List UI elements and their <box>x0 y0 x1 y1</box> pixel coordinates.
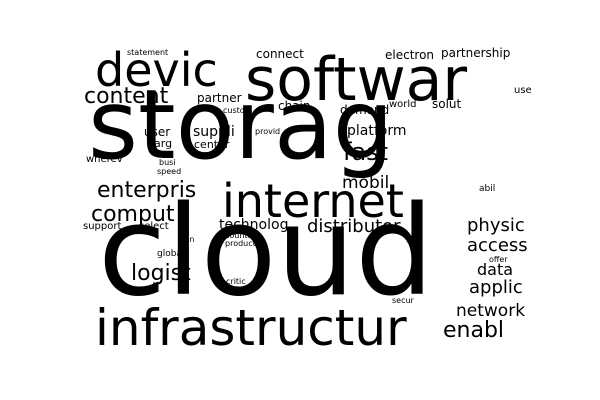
word-network: network <box>456 301 526 321</box>
word-data: data <box>477 260 514 279</box>
word-fast: fast <box>343 138 389 166</box>
word-platform: platform <box>347 123 407 139</box>
word-devic: devic <box>95 43 218 97</box>
word-cloud: cloud <box>98 180 434 324</box>
word-larg: larg <box>151 137 173 150</box>
word-statement: statement <box>127 48 169 57</box>
word-distributor: distributor <box>307 216 401 237</box>
word-connect: connect <box>256 47 304 61</box>
word-access: access <box>467 235 528 256</box>
word-infrastructur: infrastructur <box>95 299 407 357</box>
word-technolog: technolog <box>219 217 289 233</box>
word-product: product <box>225 239 256 248</box>
word-partner: partner <box>197 91 242 105</box>
word-custom: custom <box>223 106 253 115</box>
word-enabl: enabl <box>443 318 505 343</box>
word-internet: internet <box>222 174 404 228</box>
word-provid: provid <box>255 127 281 136</box>
word-comput: comput <box>91 202 175 227</box>
word-use: use <box>514 85 532 96</box>
word-center: center <box>194 138 230 151</box>
word-mobil: mobil <box>342 173 390 193</box>
word-offer: offer <box>489 255 508 264</box>
word-content: content <box>84 84 169 109</box>
word-wherev: wherev <box>86 154 123 165</box>
word-applic: applic <box>469 277 523 298</box>
word-logist: logist <box>131 261 191 286</box>
word-global: global <box>157 249 185 259</box>
word-select: select <box>139 221 169 232</box>
word-physic: physic <box>467 215 525 236</box>
word-world: world <box>389 99 417 110</box>
word-partnership: partnership <box>441 46 511 60</box>
word-busi: busi <box>159 158 176 167</box>
word-suppli: suppli <box>193 124 235 140</box>
word-countri: countri <box>225 231 254 240</box>
word-secur: secur <box>392 296 414 305</box>
word-run: run <box>181 235 195 244</box>
word-abil: abil <box>479 184 496 194</box>
word-softwar: softwar <box>245 45 468 115</box>
word-speed: speed <box>157 167 182 176</box>
word-storag: storag <box>88 69 394 181</box>
word-electron: electron <box>385 48 435 62</box>
word-chain: chain <box>278 99 311 113</box>
word-enterpris: enterpris <box>97 178 197 203</box>
word-critic: critic <box>226 277 246 286</box>
word-solut: solut <box>432 97 462 111</box>
word-user: user <box>144 125 171 139</box>
word-support: support <box>83 221 122 232</box>
word-demand: demand <box>340 103 390 117</box>
